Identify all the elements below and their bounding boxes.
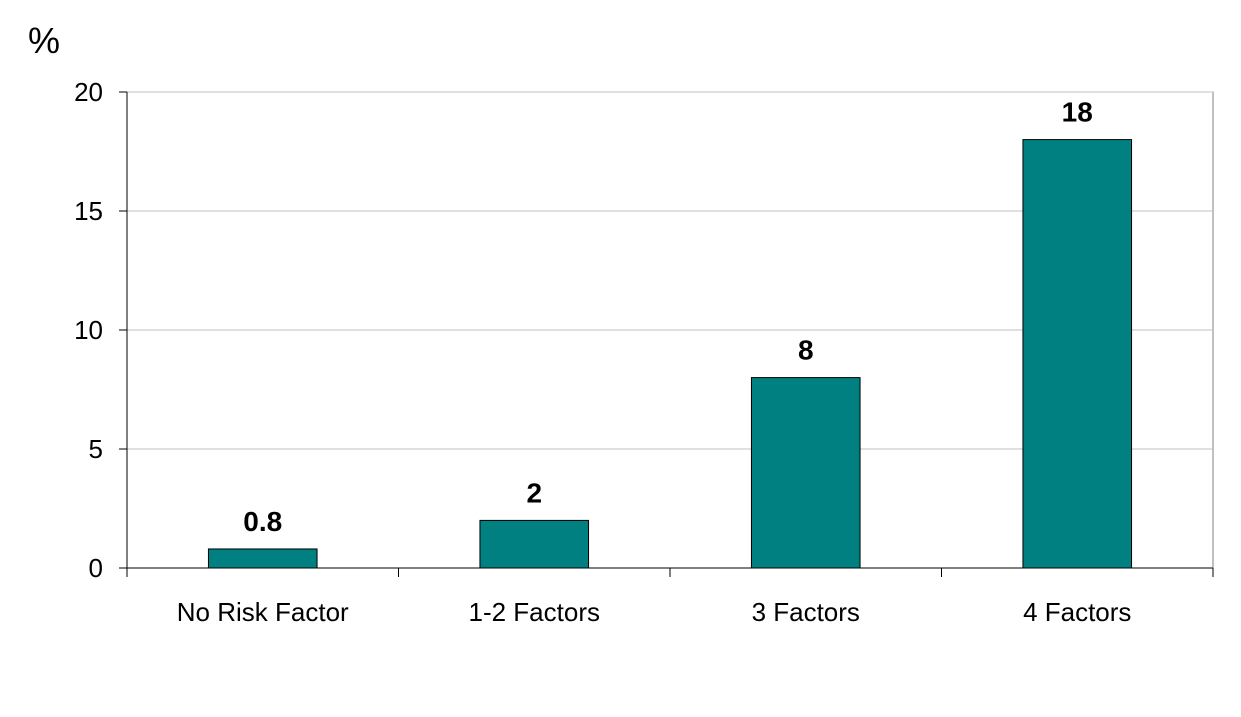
y-tick-label: 5 bbox=[89, 434, 103, 464]
bar bbox=[750, 377, 861, 569]
y-tick-label: 15 bbox=[74, 196, 103, 226]
bar-layer bbox=[207, 139, 1133, 569]
x-category-label: No Risk Factor bbox=[177, 597, 349, 627]
bar bbox=[479, 519, 590, 569]
data-label: 8 bbox=[798, 335, 814, 366]
data-label: 0.8 bbox=[243, 506, 282, 537]
x-category-label: 4 Factors bbox=[1023, 597, 1131, 627]
axis-layer bbox=[119, 91, 1214, 577]
y-tick-label: 10 bbox=[74, 315, 103, 345]
y-tick-label: 20 bbox=[74, 77, 103, 107]
label-layer: 0 5 10 15 20 0.8 No Risk Factor 2 1-2 Factors 8 3 … bbox=[74, 77, 1131, 627]
bar bbox=[1022, 139, 1133, 569]
y-tick-label: 0 bbox=[89, 553, 103, 583]
data-label: 2 bbox=[526, 477, 542, 508]
x-category-label: 3 Factors bbox=[752, 597, 860, 627]
bar bbox=[207, 548, 318, 569]
x-category-label: 1-2 Factors bbox=[469, 597, 601, 627]
y-axis-unit-label: % bbox=[28, 20, 60, 61]
data-label: 18 bbox=[1062, 97, 1093, 128]
